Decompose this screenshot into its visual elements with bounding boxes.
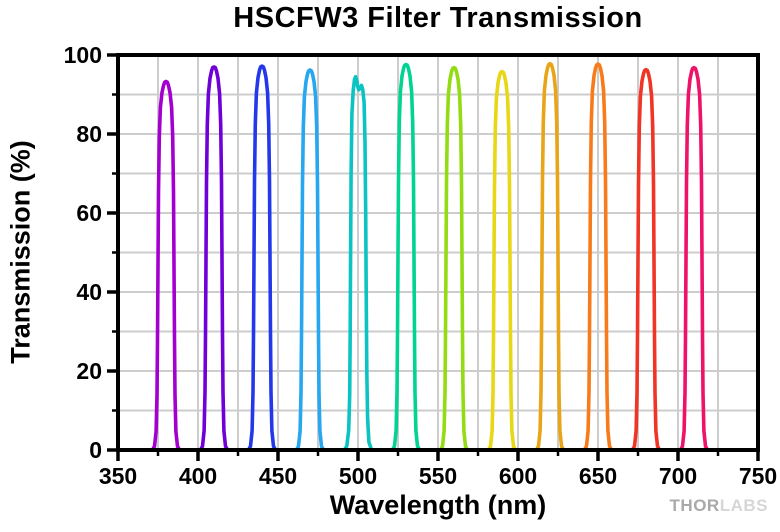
series-curves (150, 61, 710, 452)
series-line-710-nm (678, 65, 710, 452)
chart-title: HSCFW3 Filter Transmission (233, 2, 643, 34)
series-line-680-nm (630, 67, 662, 452)
x-axis-label: Wavelength (nm) (329, 490, 547, 520)
x-tick-label-450: 450 (259, 463, 297, 489)
thorlabs-watermark-labs: LABS (719, 496, 768, 515)
y-tick-label-100: 100 (64, 42, 102, 68)
y-tick-label-80: 80 (76, 121, 102, 147)
series-line-380-nm (150, 79, 182, 452)
series-line-500-nm (342, 74, 374, 452)
series-line-470-nm (294, 68, 326, 452)
series-line-440-nm (246, 64, 278, 452)
x-tick-label-500: 500 (339, 463, 377, 489)
thorlabs-watermark-thor: THOR (669, 496, 720, 515)
thorlabs-watermark: THORLABS (670, 496, 768, 516)
y-tick-label-40: 40 (76, 279, 102, 305)
series-line-620-nm (534, 61, 566, 452)
gridlines (118, 55, 758, 450)
x-tick-labels: 350 400 450 500 550 600 650 700 750 (99, 463, 777, 489)
y-tick-label-60: 60 (76, 200, 102, 226)
y-tick-labels: 0 20 40 60 80 100 (64, 42, 102, 463)
series-line-530-nm (390, 62, 422, 452)
x-tick-label-750: 750 (739, 463, 777, 489)
series-line-410-nm (198, 65, 230, 452)
x-tick-label-600: 600 (499, 463, 537, 489)
x-tick-label-400: 400 (179, 463, 217, 489)
y-tick-label-20: 20 (76, 358, 102, 384)
x-tick-label-350: 350 (99, 463, 137, 489)
series-line-590-nm (486, 69, 518, 452)
x-tick-label-700: 700 (659, 463, 697, 489)
series-line-650-nm (582, 62, 614, 452)
x-tick-label-650: 650 (579, 463, 617, 489)
y-tick-label-0: 0 (89, 437, 102, 463)
x-tick-label-550: 550 (419, 463, 457, 489)
plot-frame (116, 53, 760, 452)
series-line-560-nm (438, 65, 470, 452)
